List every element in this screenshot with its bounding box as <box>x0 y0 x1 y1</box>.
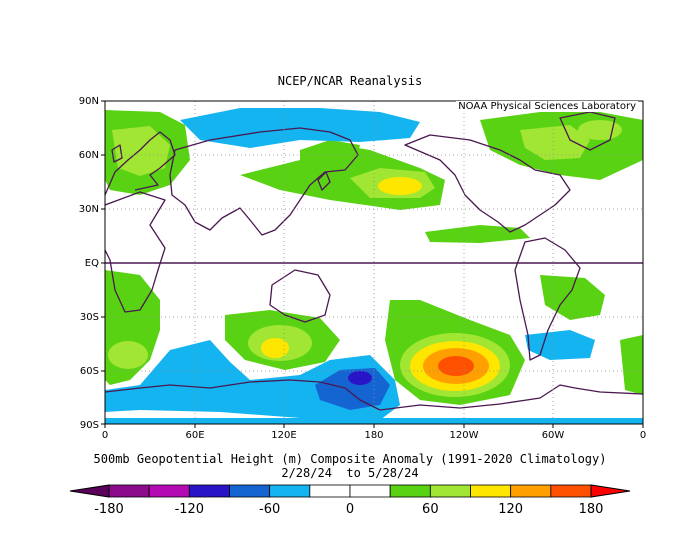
colorbar-label: -180 <box>94 502 124 517</box>
colorbar-box <box>309 484 351 498</box>
southeast-pacific-positive-region <box>620 335 643 395</box>
colorbar-box <box>349 484 391 498</box>
colorbar-boxes <box>108 484 592 498</box>
ross-sea-min <box>348 371 372 385</box>
asia-outline <box>169 127 359 236</box>
south-indian-max <box>261 338 289 358</box>
north-pacific-max <box>378 177 422 195</box>
australia-outline <box>269 269 331 323</box>
colorbar-box <box>429 484 471 498</box>
colorbar-box <box>510 484 552 498</box>
caption-line-2: 2/28/24 to 5/28/24 <box>281 466 419 480</box>
lon-tick-label: 0 <box>102 430 108 441</box>
lat-tick-label: 90N <box>79 96 99 107</box>
colorbar-box <box>269 484 311 498</box>
south-america-positive-region <box>540 275 605 320</box>
lon-tick-label: 60E <box>185 430 204 441</box>
tropical-pacific-positive-region <box>425 225 530 243</box>
colorbar-box <box>470 484 512 498</box>
lon-tick-label: 0 <box>640 430 646 441</box>
lat-tick-label: EQ <box>85 258 99 269</box>
colorbar-box <box>550 484 592 498</box>
greenland-core-region <box>578 120 622 140</box>
south-pacific-max <box>438 356 474 376</box>
colorbar-box <box>389 484 431 498</box>
north-america-outline <box>404 134 571 233</box>
africa-outline <box>105 191 166 313</box>
lat-tick-label: 30N <box>79 204 99 215</box>
lat-axis: 90N 60N 30N EQ 30S 60S 90S <box>79 96 105 431</box>
colorbar: -180 -120 -60 0 60 120 180 <box>69 484 631 517</box>
uk-outline <box>111 144 123 163</box>
colorbar-right-arrow <box>590 484 631 498</box>
japan-outline <box>317 171 331 191</box>
map-title: NCEP/NCAR Reanalysis <box>277 74 423 88</box>
map-plot-area <box>105 101 643 424</box>
colorbar-label: -120 <box>175 502 205 517</box>
grid-lines <box>105 101 643 424</box>
colorbar-label: 0 <box>346 502 354 517</box>
south-atlantic-negative-region <box>525 330 595 360</box>
south-america-outline <box>514 237 581 361</box>
antarctica-outline <box>105 379 643 411</box>
colorbar-box <box>108 484 150 498</box>
lat-tick-label: 60S <box>80 366 99 377</box>
south-atlantic-core-region <box>108 341 148 369</box>
lon-axis: 0 60E 120E 180 120W 60W 0 <box>102 424 646 441</box>
lat-tick-label: 90S <box>80 420 99 431</box>
caption-line-1: 500mb Geopotential Height (m) Composite … <box>93 452 607 466</box>
north-america-core-region <box>520 125 590 160</box>
europe-outline <box>105 131 176 196</box>
lat-tick-label: 30S <box>80 312 99 323</box>
lat-tick-label: 60N <box>79 150 99 161</box>
lon-tick-label: 180 <box>364 430 383 441</box>
colorbar-label: 60 <box>422 502 439 517</box>
colorbar-box <box>188 484 230 498</box>
colorbar-labels: -180 -120 -60 0 60 120 180 <box>94 502 603 517</box>
coastlines <box>105 111 643 411</box>
colorbar-label: 120 <box>498 502 523 517</box>
credit-label: NOAA Physical Sciences Laboratory <box>456 101 638 112</box>
colorbar-box <box>229 484 271 498</box>
lon-tick-label: 120E <box>271 430 296 441</box>
greenland-outline <box>559 111 616 151</box>
colorbar-box <box>148 484 190 498</box>
europe-core-region <box>112 126 170 176</box>
colorbar-left-arrow <box>69 484 110 498</box>
lon-tick-label: 120W <box>450 430 479 441</box>
colorbar-label: -60 <box>259 502 280 517</box>
colorbar-label: 180 <box>579 502 604 517</box>
lon-tick-label: 60W <box>542 430 565 441</box>
